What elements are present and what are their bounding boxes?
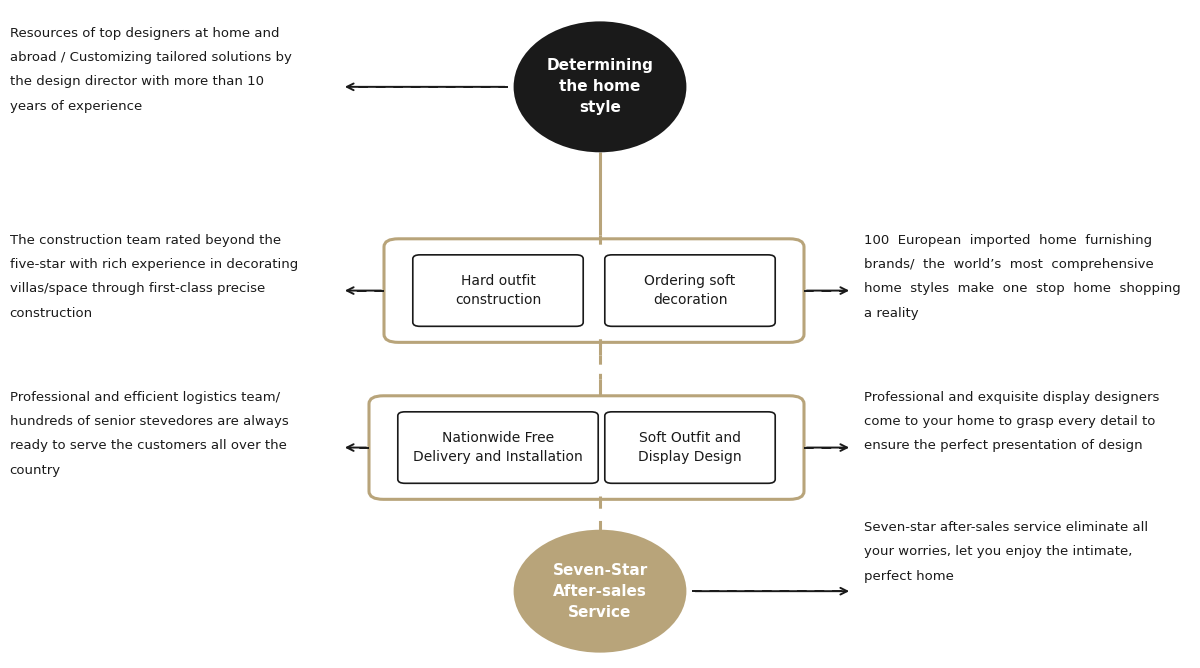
Text: Resources of top designers at home and: Resources of top designers at home and — [10, 27, 280, 39]
Text: Professional and exquisite display designers: Professional and exquisite display desig… — [864, 391, 1159, 403]
Text: construction: construction — [10, 307, 92, 320]
Text: Nationwide Free
Delivery and Installation: Nationwide Free Delivery and Installatio… — [413, 431, 583, 464]
Text: 100  European  imported  home  furnishing: 100 European imported home furnishing — [864, 234, 1152, 246]
Text: the design director with more than 10: the design director with more than 10 — [10, 75, 264, 88]
Text: Hard outfit
construction: Hard outfit construction — [455, 274, 541, 307]
FancyBboxPatch shape — [605, 411, 775, 483]
Text: country: country — [10, 464, 61, 477]
FancyBboxPatch shape — [397, 411, 598, 483]
Text: Seven-star after-sales service eliminate all: Seven-star after-sales service eliminate… — [864, 521, 1148, 534]
Text: brands/  the  world’s  most  comprehensive: brands/ the world’s most comprehensive — [864, 258, 1153, 271]
Text: villas/space through first-class precise: villas/space through first-class precise — [10, 283, 265, 295]
FancyBboxPatch shape — [413, 255, 583, 327]
Text: five-star with rich experience in decorating: five-star with rich experience in decora… — [10, 258, 298, 271]
Text: Seven-Star
After-sales
Service: Seven-Star After-sales Service — [552, 562, 648, 620]
Text: come to your home to grasp every detail to: come to your home to grasp every detail … — [864, 415, 1156, 428]
Text: Soft Outfit and
Display Design: Soft Outfit and Display Design — [638, 431, 742, 464]
Text: ready to serve the customers all over the: ready to serve the customers all over th… — [10, 440, 287, 452]
Text: your worries, let you enjoy the intimate,: your worries, let you enjoy the intimate… — [864, 545, 1133, 558]
Text: The construction team rated beyond the: The construction team rated beyond the — [10, 234, 281, 246]
Ellipse shape — [514, 21, 686, 152]
Text: perfect home: perfect home — [864, 570, 954, 582]
Text: Determining
the home
style: Determining the home style — [546, 58, 654, 116]
Text: years of experience: years of experience — [10, 100, 142, 113]
Text: a reality: a reality — [864, 307, 919, 320]
Ellipse shape — [514, 530, 686, 653]
Text: Ordering soft
decoration: Ordering soft decoration — [644, 274, 736, 307]
FancyBboxPatch shape — [605, 255, 775, 327]
Text: abroad / Customizing tailored solutions by: abroad / Customizing tailored solutions … — [10, 51, 292, 64]
Text: Professional and efficient logistics team/: Professional and efficient logistics tea… — [10, 391, 280, 403]
Text: hundreds of senior stevedores are always: hundreds of senior stevedores are always — [10, 415, 288, 428]
Text: ensure the perfect presentation of design: ensure the perfect presentation of desig… — [864, 440, 1142, 452]
Text: home  styles  make  one  stop  home  shopping: home styles make one stop home shopping — [864, 283, 1181, 295]
